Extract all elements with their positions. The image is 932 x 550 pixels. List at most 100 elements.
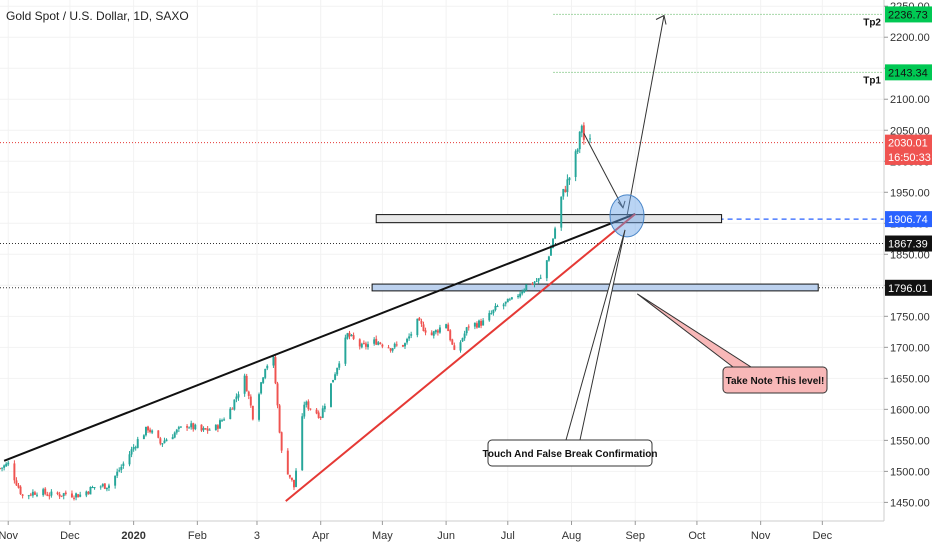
price-badge: [885, 134, 932, 151]
candle-body: [91, 487, 94, 489]
x-tick-label: Apr: [312, 530, 329, 542]
candle-body: [165, 439, 168, 442]
candle-body: [56, 492, 59, 494]
candle-body: [134, 447, 137, 449]
price-badge-label: 1796.01: [888, 283, 928, 295]
x-tick-label: Oct: [688, 530, 705, 542]
candle-body: [416, 318, 419, 336]
candle-body: [574, 151, 577, 178]
candle-body: [87, 491, 90, 494]
candle-body: [192, 423, 195, 430]
candle-body: [451, 339, 454, 345]
price-badge: [885, 235, 932, 252]
y-tick-label: 1450.00: [890, 497, 930, 509]
candle-body: [348, 332, 351, 337]
price-badge: [885, 211, 932, 228]
candle-body: [482, 320, 485, 326]
candle-body: [179, 426, 182, 428]
candle-body: [323, 406, 326, 410]
candle-body: [521, 291, 524, 294]
candle-body: [274, 357, 277, 384]
candle-body: [379, 342, 382, 344]
trendlines: [3, 213, 636, 502]
candle-body: [578, 131, 581, 150]
candle-body: [48, 495, 51, 497]
candle-body: [330, 383, 332, 407]
candle-body: [29, 494, 32, 496]
candle-body: [290, 477, 293, 480]
candle-body: [582, 125, 585, 140]
candle-body: [490, 313, 493, 315]
candle-body: [105, 487, 108, 490]
candle-body: [334, 374, 337, 380]
candle-body: [0, 468, 1, 470]
candle-body: [420, 320, 423, 324]
price-badge-label: 2236.73: [888, 9, 928, 21]
candle-body: [547, 256, 550, 261]
price-badge-label: 16:50:33: [888, 152, 931, 164]
candle-body: [218, 420, 221, 429]
candle-body: [264, 368, 267, 378]
candle-body: [461, 338, 464, 342]
candle-body: [344, 337, 347, 364]
candle-body: [280, 432, 283, 451]
price-badge-label: 2030.01: [888, 138, 928, 150]
projection-arrow: [626, 15, 665, 216]
candle-body: [286, 450, 289, 475]
x-tick-label: Nov: [751, 530, 771, 542]
candle-body: [408, 336, 411, 339]
candles: [0, 122, 591, 501]
candle-body: [566, 179, 569, 193]
note-box: [722, 366, 828, 394]
y-tick-label: 1700.00: [890, 342, 930, 354]
candle-body: [175, 429, 178, 433]
zones: [371, 214, 819, 292]
candle-body: [315, 409, 318, 414]
x-tick-label: Jun: [437, 530, 455, 542]
candle-body: [523, 289, 526, 293]
candle-body: [449, 330, 452, 341]
candle-body: [531, 283, 534, 285]
candle-body: [85, 491, 88, 496]
candle-body: [492, 309, 495, 314]
candle-body: [545, 260, 548, 279]
candle-body: [216, 425, 219, 429]
candle-body: [560, 196, 563, 228]
candle-body: [46, 494, 49, 496]
candle-body: [19, 486, 22, 495]
candle-body: [480, 320, 483, 326]
y-tick-label: 1500.00: [890, 466, 930, 478]
candle-body: [114, 475, 117, 486]
candle-body: [33, 492, 36, 495]
candle-body: [393, 343, 396, 348]
candle-body: [188, 427, 191, 429]
candle-body: [506, 298, 509, 303]
candle-body: [99, 486, 102, 488]
candle-body: [233, 399, 236, 410]
x-tick-label: 3: [254, 530, 260, 542]
x-tick-label: Dec: [813, 530, 833, 542]
x-axis: Nov Dec 2020 Feb 3 Apr May Jun Jul Aug Sep Oct Nov De…: [0, 520, 884, 542]
candle-body: [554, 228, 557, 239]
note-text: Take Note This level!: [726, 376, 825, 387]
candle-body: [346, 333, 349, 339]
candle-body: [101, 484, 104, 487]
candle-body: [395, 344, 398, 346]
candle-body: [589, 138, 591, 140]
candle-body: [249, 396, 252, 406]
candle-body: [539, 277, 542, 279]
candle-body: [75, 493, 78, 498]
candle-body: [243, 375, 246, 394]
candle-body: [223, 419, 226, 421]
candle-body: [89, 486, 92, 495]
candle-body: [358, 339, 361, 347]
candle-body: [533, 281, 536, 285]
x-tick-label: 2020: [121, 530, 145, 542]
candle-body: [537, 278, 540, 281]
candle-body: [336, 367, 339, 375]
candle-body: [552, 238, 554, 248]
y-tick-label: 1950.00: [890, 187, 930, 199]
candle-body: [422, 324, 425, 331]
candle-body: [436, 330, 439, 333]
